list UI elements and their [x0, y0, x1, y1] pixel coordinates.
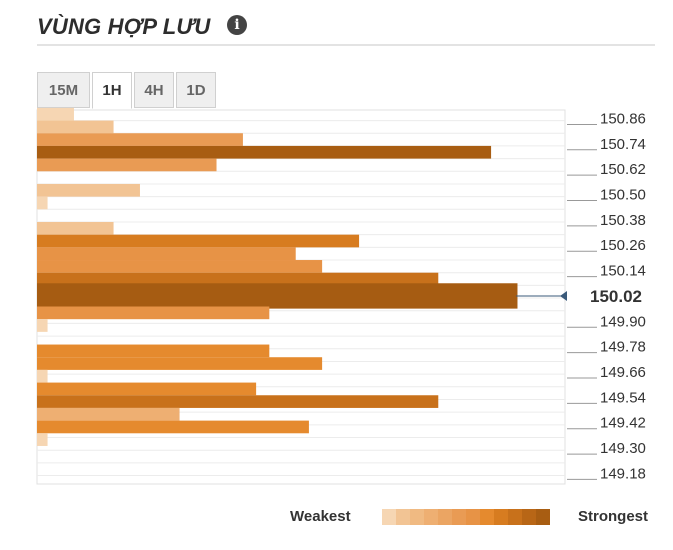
- y-tick-label: 150.38: [600, 212, 646, 229]
- confluence-bar: [37, 234, 360, 248]
- confluence-bar: [37, 145, 492, 159]
- y-tick-label: 150.86: [600, 110, 646, 127]
- confluence-chart: 150.86 150.74 150.62 150.50 150.38 150.26 150.…: [36, 107, 646, 485]
- header: VÙNG HỢP LƯU i: [37, 10, 655, 46]
- confluence-bar: [37, 344, 270, 358]
- confluence-bar: [37, 395, 439, 408]
- legend-swatch: [480, 509, 494, 525]
- y-tick-label: 150.26: [600, 237, 646, 254]
- tab-1h[interactable]: 1H: [92, 72, 132, 109]
- confluence-bar: [37, 120, 114, 134]
- current-price-arrow: [560, 290, 567, 301]
- confluence-bar: [37, 221, 114, 235]
- tab-4h[interactable]: 4H: [134, 72, 174, 108]
- confluence-bar: [37, 319, 48, 332]
- y-tick-label: 149.66: [600, 364, 646, 381]
- y-tick-label: 149.54: [600, 389, 646, 406]
- legend-swatch: [466, 509, 480, 525]
- confluence-bar: [37, 247, 296, 261]
- legend-swatch: [508, 509, 522, 525]
- tab-15m[interactable]: 15M: [37, 72, 90, 108]
- confluence-bar: [37, 133, 243, 146]
- y-tick-label: 150.74: [600, 136, 646, 153]
- confluence-bar: [37, 183, 140, 197]
- current-price-label: 150.02: [590, 287, 642, 306]
- legend-swatch: [410, 509, 424, 525]
- page-title: VÙNG HỢP LƯU: [37, 14, 211, 39]
- y-tick-label: 149.90: [600, 313, 646, 330]
- y-tick-label: 150.50: [600, 187, 646, 204]
- tab-1d[interactable]: 1D: [176, 72, 216, 108]
- legend-weakest-label: Weakest: [290, 508, 351, 525]
- confluence-bar: [37, 158, 217, 172]
- confluence-bar: [37, 420, 309, 434]
- legend-swatch: [452, 509, 466, 525]
- confluence-bar: [37, 382, 257, 396]
- strength-legend: Weakest Strongest: [0, 508, 673, 528]
- current-price-bar: [37, 283, 518, 309]
- legend-swatch: [494, 509, 508, 525]
- confluence-chart-svg: 150.86 150.74 150.62 150.50 150.38 150.26 150.…: [36, 107, 646, 485]
- legend-swatch: [522, 509, 536, 525]
- confluence-bar: [37, 306, 270, 320]
- legend-swatch: [424, 509, 438, 525]
- y-tick-label: 149.78: [600, 339, 646, 356]
- legend-swatch: [438, 509, 452, 525]
- confluence-bar: [37, 260, 323, 273]
- legend-swatch: [396, 509, 410, 525]
- confluence-bar: [37, 196, 48, 210]
- y-tick-label: 149.42: [600, 415, 646, 432]
- confluence-bar: [37, 433, 48, 446]
- y-tick-label: 150.14: [600, 263, 646, 280]
- confluence-bar: [37, 407, 180, 421]
- confluence-bar: [37, 357, 323, 370]
- legend-swatch: [536, 509, 550, 525]
- y-tick-label: 149.30: [600, 440, 646, 457]
- confluence-bar: [37, 272, 439, 286]
- confluence-bar: [37, 369, 48, 383]
- legend-swatch: [382, 509, 396, 525]
- y-tick-label: 149.18: [600, 465, 646, 482]
- confluence-bar: [37, 107, 74, 121]
- legend-color-scale: [382, 509, 550, 525]
- legend-strongest-label: Strongest: [578, 508, 649, 525]
- info-icon[interactable]: i: [227, 15, 247, 35]
- y-tick-label: 150.62: [600, 161, 646, 178]
